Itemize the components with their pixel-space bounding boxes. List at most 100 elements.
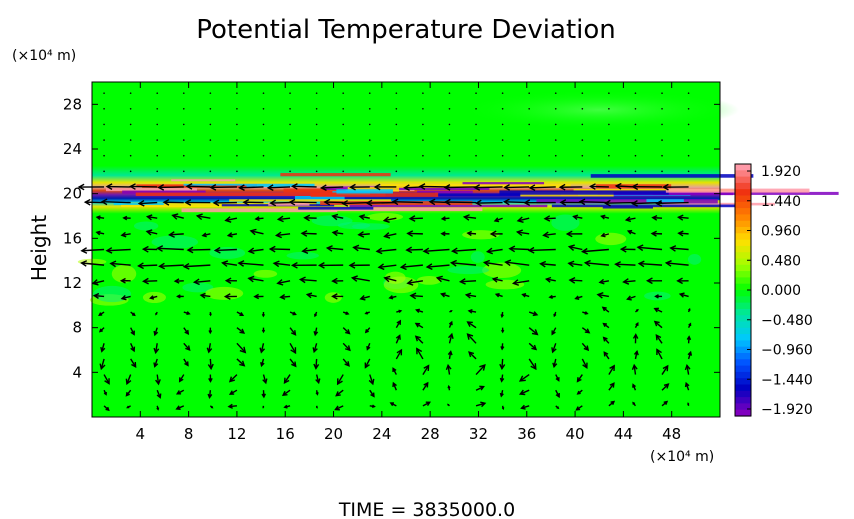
wind-vector (315, 405, 318, 409)
wind-vector (129, 123, 132, 126)
wind-vector (416, 347, 424, 360)
wind-vector (364, 311, 371, 315)
y-tick-label: 20 (63, 185, 82, 203)
x-tick-label: 28 (421, 425, 440, 443)
wind-vector (103, 405, 110, 412)
wind-vector (366, 343, 371, 351)
wind-vector (368, 374, 375, 386)
wind-vector (162, 198, 184, 206)
wind-vector (103, 123, 105, 126)
colorbar-segment (735, 264, 751, 272)
colorbar-segment (735, 277, 751, 285)
wind-vector (175, 389, 185, 395)
wind-vector (425, 263, 450, 270)
wind-vector (684, 381, 690, 391)
wind-vector (598, 278, 610, 285)
wind-vector (608, 364, 615, 375)
wind-vector (313, 327, 319, 337)
x-tick-label: 12 (227, 425, 246, 443)
colorbar-tick-label: −0.480 (761, 313, 813, 329)
wind-vector (301, 247, 317, 254)
wind-vector (342, 327, 351, 335)
wind-vector (209, 108, 212, 110)
wind-vector (395, 348, 403, 360)
time-label: TIME = 3835000.0 (338, 499, 515, 519)
wind-vector (156, 123, 159, 126)
wind-vector (105, 247, 131, 254)
wind-vector (448, 170, 451, 173)
wind-vector (236, 170, 238, 173)
wind-vector (249, 228, 264, 236)
wind-vector (500, 311, 504, 319)
wind-vector (626, 229, 636, 235)
wind-vector (224, 277, 237, 284)
wind-vector (449, 310, 453, 313)
wind-vector (129, 183, 158, 190)
wind-vector (388, 295, 397, 300)
wind-vector (661, 123, 663, 126)
wind-vector (213, 246, 237, 254)
wind-vector (554, 139, 557, 141)
wind-vector (676, 214, 689, 221)
wind-vector (475, 401, 487, 408)
wind-vector (368, 139, 371, 141)
x-tick-label: 44 (614, 425, 633, 443)
mid-field-patch (462, 230, 500, 240)
wind-vector (602, 322, 610, 329)
wind-vector (120, 231, 131, 238)
y-tick-label: 8 (72, 319, 82, 337)
wind-vector (236, 342, 247, 354)
wind-vector (183, 327, 190, 336)
wind-vector (553, 311, 557, 318)
wind-vector (359, 295, 370, 301)
wind-vector (158, 262, 184, 270)
wind-vector (554, 92, 557, 94)
wind-vector (129, 108, 132, 110)
wind-vector (578, 198, 609, 206)
x-tick-label: 4 (136, 425, 146, 443)
wind-vector (687, 307, 691, 313)
wind-vector (677, 230, 689, 237)
x-tick-label: 8 (184, 425, 194, 443)
wind-vector (125, 374, 132, 386)
wind-vector (462, 214, 477, 221)
wind-vector (450, 247, 477, 255)
wind-vector (422, 92, 424, 94)
wind-vector (567, 260, 583, 268)
wind-vector (312, 343, 318, 354)
wind-vector (315, 170, 318, 173)
wind-vector (653, 320, 663, 329)
wind-vector (631, 183, 663, 191)
wind-vector (157, 184, 184, 191)
band-streak (310, 192, 439, 197)
wind-vector (185, 183, 211, 190)
wind-vector (515, 229, 530, 237)
colorbar-segment (735, 176, 751, 184)
wind-vector (342, 311, 350, 315)
wind-vector (574, 295, 583, 300)
colorbar-segment (735, 302, 751, 310)
wind-vector (568, 276, 583, 284)
colorbar-segment (735, 346, 751, 354)
wind-vector (247, 275, 264, 283)
x-axis: 4 8 12 16 20 24 28 32 36 40 44 48 (136, 82, 681, 443)
wind-vector (458, 278, 477, 285)
wind-vector (633, 349, 639, 360)
wind-vector (575, 405, 583, 411)
wind-vector (224, 216, 238, 223)
x-tick-label: 16 (276, 425, 295, 443)
mid-field-patch (133, 221, 159, 231)
wind-vector (395, 319, 402, 329)
wind-vector (608, 139, 610, 141)
wind-vector (544, 276, 556, 283)
wind-vector (422, 108, 424, 110)
y-tick-label: 16 (63, 229, 82, 247)
wind-vector (103, 154, 105, 157)
wind-vector (98, 311, 105, 317)
wind-vector (178, 374, 185, 383)
wind-vector (314, 311, 318, 318)
wind-vector (448, 108, 451, 110)
mid-field-patch (551, 214, 580, 231)
wind-vector (447, 403, 450, 407)
wind-vector (583, 259, 609, 267)
